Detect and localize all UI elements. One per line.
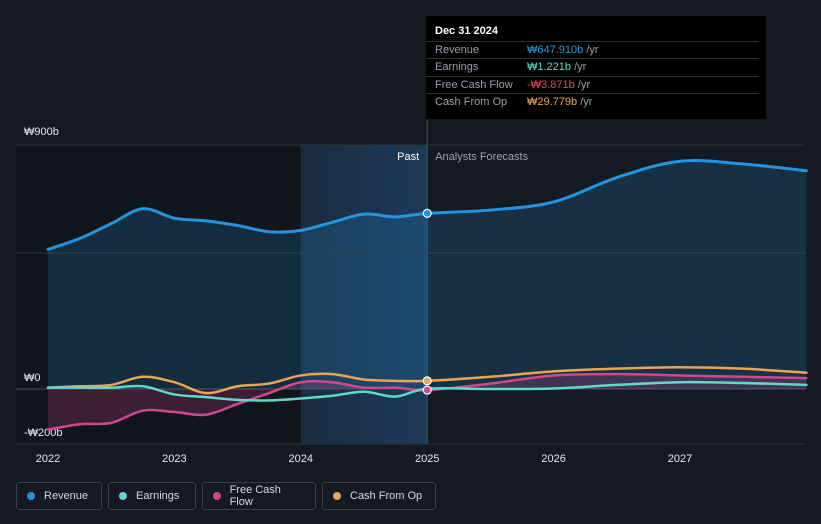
legend: Revenue Earnings Free Cash Flow Cash Fro… <box>16 482 436 512</box>
tooltip-row-earnings: Earnings ₩1.221b /yr <box>426 58 759 76</box>
series-line-earnings <box>46 380 808 402</box>
legend-item-revenue[interactable]: Revenue <box>16 482 102 510</box>
legend-dot-icon <box>27 492 35 500</box>
x-tick-label: 2022 <box>36 453 60 465</box>
tooltip-row-revenue: Revenue ₩647.910b /yr <box>426 41 759 59</box>
tooltip-date: Dec 31 2024 <box>435 25 498 37</box>
legend-dot-icon <box>213 492 221 500</box>
tooltip-row-cash-from-op: Cash From Op ₩29.779b /yr <box>426 93 759 111</box>
series-area-revenue <box>48 160 807 389</box>
legend-label: Cash From Op <box>350 490 423 502</box>
legend-dot-icon <box>119 492 127 500</box>
series-line-revenue <box>46 159 808 251</box>
legend-item-free-cash-flow[interactable]: Free Cash Flow <box>202 482 316 510</box>
legend-label: Free Cash Flow <box>229 484 281 508</box>
past-label: Past <box>397 151 419 163</box>
marker-cash-from-op <box>422 376 432 386</box>
x-tick-label: 2026 <box>541 453 565 465</box>
x-tick-label: 2025 <box>415 453 439 465</box>
tooltip-row-free-cash-flow: Free Cash Flow -₩3.871b /yr <box>426 76 759 94</box>
past-region <box>16 145 301 444</box>
marker-revenue <box>422 208 432 218</box>
tooltip-value: ₩1.221b /yr <box>527 61 587 73</box>
series-line-cash-from-op <box>46 366 808 395</box>
forecast-label: Analysts Forecasts <box>435 151 528 163</box>
x-tick-label: 2024 <box>289 453 313 465</box>
tooltip-label: Earnings <box>435 61 479 73</box>
tooltip-value: -₩3.871b /yr <box>527 79 590 91</box>
legend-label: Earnings <box>136 490 180 502</box>
x-tick-label: 2023 <box>162 453 186 465</box>
legend-label: Revenue <box>44 490 89 502</box>
tooltip-label: Revenue <box>435 44 480 56</box>
series-area-free-cash-flow <box>48 374 807 430</box>
legend-item-cash-from-op[interactable]: Cash From Op <box>322 482 436 510</box>
tooltip-label: Cash From Op <box>435 96 508 108</box>
tooltip-value: ₩647.910b /yr <box>527 44 599 56</box>
series-line-free-cash-flow <box>46 372 808 431</box>
y-tick-label: ₩0 <box>24 372 41 384</box>
legend-item-earnings[interactable]: Earnings <box>108 482 196 510</box>
tooltip-value: ₩29.779b /yr <box>527 96 593 108</box>
marker-free-cash-flow <box>422 385 432 395</box>
legend-dot-icon <box>333 492 341 500</box>
tooltip: Dec 31 2024 Revenue ₩647.910b /yr Earnin… <box>426 16 766 119</box>
y-tick-label: ₩900b <box>24 126 59 138</box>
tooltip-label: Free Cash Flow <box>435 79 513 91</box>
x-tick-label: 2027 <box>668 453 692 465</box>
